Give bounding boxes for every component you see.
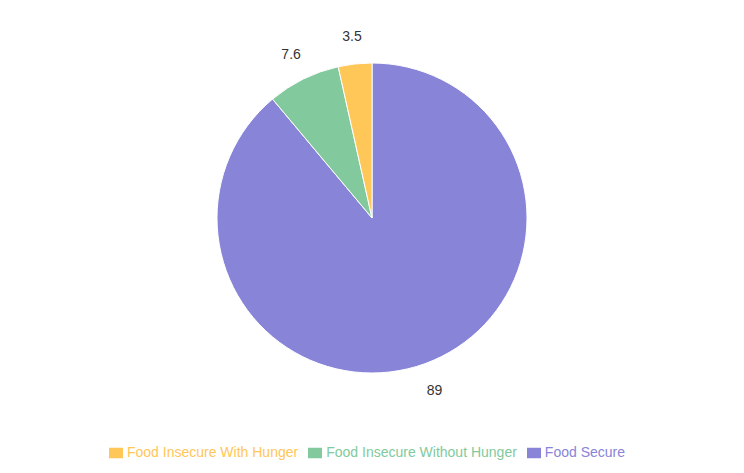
html-text:Food Insecure Without Hunger: Food Insecure Without Hunger: [326, 443, 517, 460]
svg-text:7.6: 7.6: [281, 46, 301, 62]
svg-text:3.5: 3.5: [342, 28, 362, 44]
html-text:Food Insecure With Hunger: Food Insecure With Hunger: [127, 443, 299, 460]
html-text:Food Secure: Food Secure: [544, 443, 625, 460]
svg-text:89: 89: [427, 382, 443, 398]
